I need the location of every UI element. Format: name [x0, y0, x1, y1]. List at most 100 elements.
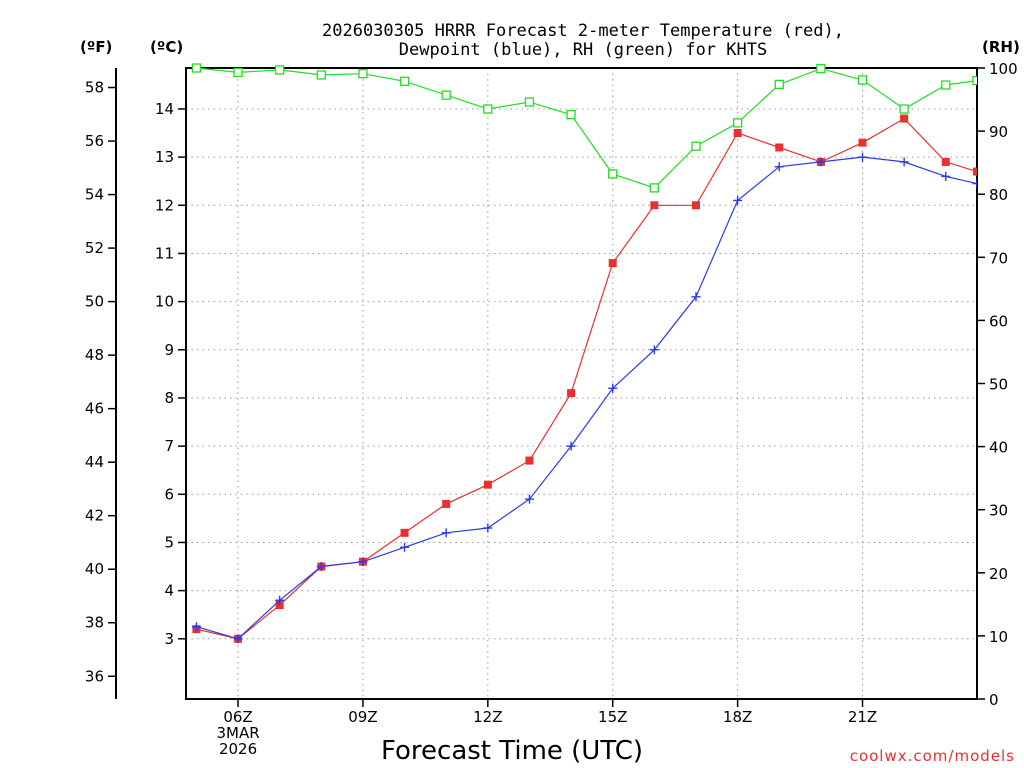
x-tick-label: 2026: [219, 740, 257, 758]
temperature-point: [900, 114, 909, 123]
series-dewpoint: [191, 152, 977, 644]
rh-point: [233, 67, 243, 78]
credit-text: coolwx.com/models: [850, 747, 1015, 765]
celsius-tick-label: 5: [164, 533, 174, 551]
dewpoint-point: [233, 634, 243, 644]
rh-point: [899, 104, 909, 114]
rh-tick-label: 20: [989, 565, 1008, 583]
celsius-tick-label: 4: [164, 582, 174, 600]
chart-title: 2026030305 HRRR Forecast 2-meter Tempera…: [322, 21, 844, 60]
rh-point: [483, 104, 493, 114]
dewpoint-point: [691, 292, 701, 302]
rh-tick-label: 70: [989, 249, 1008, 267]
fahrenheit-tick-label: 42: [85, 507, 104, 525]
title-line-2: Dewpoint (blue), RH (green) for KHTS: [399, 40, 767, 60]
temperature-point: [733, 129, 742, 138]
plot-frame: [185, 67, 978, 700]
dewpoint-point: [358, 557, 368, 567]
fahrenheit-tick-label: 46: [85, 400, 104, 418]
celsius-tick-label: 13: [155, 148, 174, 166]
rh-point: [608, 169, 618, 179]
rh-point: [691, 141, 701, 151]
title-line-1: 2026030305 HRRR Forecast 2-meter Tempera…: [322, 21, 844, 41]
rh-tick-label: 10: [989, 628, 1008, 646]
rh-tick-label: 0: [989, 691, 999, 709]
rh-point: [774, 79, 784, 90]
rh-tick-label: 50: [989, 376, 1008, 394]
rh-point: [275, 65, 285, 75]
x-tick-label: 06Z: [223, 708, 252, 726]
dewpoint-point: [941, 171, 951, 181]
rh-tick-label: 100: [989, 60, 1018, 78]
fahrenheit-tick-label: 44: [85, 453, 104, 471]
rh-point: [941, 80, 951, 90]
rh-tick-label: 30: [989, 502, 1008, 520]
celsius-tick-label: 3: [164, 630, 174, 648]
celsius-tick-label: 6: [164, 485, 174, 503]
x-tick-label: 12Z: [473, 708, 502, 726]
rh-point: [524, 97, 535, 107]
dewpoint-point: [441, 528, 451, 538]
dewpoint-point: [733, 195, 743, 205]
fahrenheit-tick-label: 52: [85, 239, 104, 257]
dewpoint-point: [191, 622, 201, 632]
temperature-point: [275, 601, 284, 610]
rh-unit-label: (RH): [982, 38, 1020, 56]
rh-tick-label: 80: [989, 186, 1008, 204]
temperature-point: [567, 389, 576, 398]
fahrenheit-unit-label: (ºF): [80, 38, 112, 56]
temperature-point: [483, 480, 492, 489]
rh-point: [972, 75, 977, 86]
celsius-tick-label: 11: [155, 244, 174, 262]
series-rh: [191, 63, 977, 193]
celsius-tick-label: 14: [155, 100, 174, 118]
temperature-point: [400, 528, 409, 537]
rh-point: [816, 63, 826, 74]
rh-point: [191, 63, 202, 73]
temperature-point: [608, 259, 617, 268]
dewpoint-point: [566, 441, 576, 451]
x-tick-label: 15Z: [598, 708, 627, 726]
rh-point: [399, 76, 410, 86]
dewpoint-point: [816, 157, 826, 167]
fahrenheit-tick-label: 54: [85, 186, 104, 204]
axes: 3638404244464850525456583456789101112131…: [85, 60, 1018, 758]
fahrenheit-tick-label: 38: [85, 614, 104, 632]
celsius-tick-label: 12: [155, 196, 174, 214]
fahrenheit-tick-label: 40: [85, 560, 104, 578]
dewpoint-point: [774, 162, 784, 172]
rh-tick-label: 60: [989, 312, 1008, 330]
celsius-unit-label: (ºC): [150, 38, 183, 56]
x-tick-label: 09Z: [348, 708, 377, 726]
dewpoint-point: [972, 179, 977, 189]
temperature-line: [196, 117, 977, 640]
rh-point: [649, 183, 660, 193]
dewpoint-point: [524, 494, 534, 504]
celsius-tick-label: 10: [155, 293, 174, 311]
temperature-point: [775, 143, 784, 152]
rh-point: [732, 118, 743, 128]
rh-tick-label: 40: [989, 439, 1008, 457]
fahrenheit-tick-label: 36: [85, 667, 104, 685]
dewpoint-line: [196, 156, 977, 640]
celsius-tick-label: 7: [164, 437, 174, 455]
rh-tick-label: 90: [989, 123, 1008, 141]
fahrenheit-tick-label: 56: [85, 132, 104, 150]
temperature-point: [691, 201, 700, 210]
grid-lines: [186, 68, 977, 699]
fahrenheit-tick-label: 58: [85, 79, 104, 97]
temperature-point: [858, 138, 867, 147]
rh-point: [566, 110, 576, 120]
temperature-point: [941, 157, 950, 166]
dewpoint-point: [899, 157, 909, 167]
rh-point: [857, 75, 868, 85]
temperature-point: [973, 167, 977, 176]
temperature-point: [442, 499, 451, 508]
x-tick-label: 18Z: [723, 708, 752, 726]
dewpoint-point: [400, 542, 410, 552]
rh-point: [358, 69, 368, 79]
temperature-point: [650, 201, 659, 210]
dewpoint-point: [649, 345, 659, 355]
rh-point: [316, 70, 326, 80]
